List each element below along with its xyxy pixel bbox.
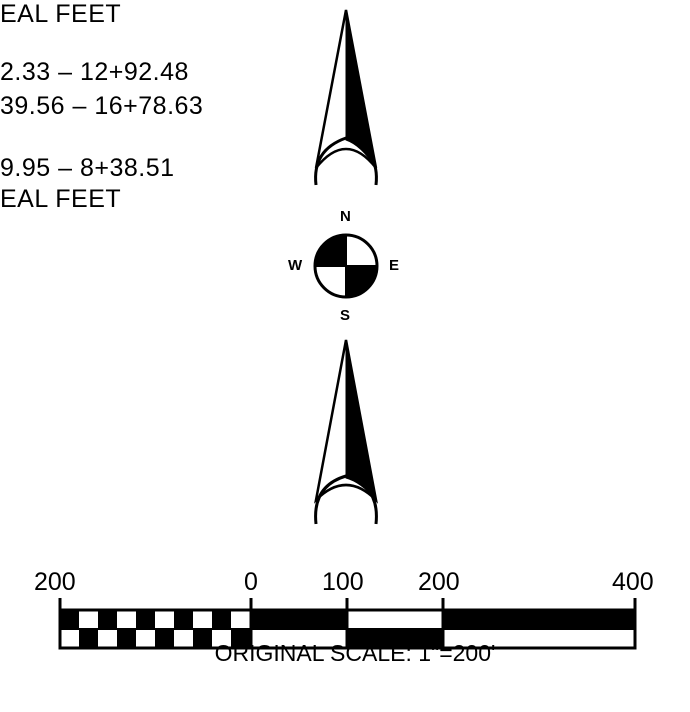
scale-label-0: 0 — [244, 568, 258, 596]
compass-label-east: E — [389, 257, 400, 274]
arrow-dark-half-lower — [345, 339, 377, 502]
note-line-2: 2.33 – 12+92.48 — [0, 58, 189, 86]
arrow-tail-curve-lower — [314, 474, 378, 525]
compass-label-south: S — [340, 307, 351, 324]
note-line-5: EAL FEET — [0, 185, 122, 213]
scale-segment-100-200-bottom — [347, 629, 443, 648]
scale-caption: ORIGINAL SCALE: 1"=200' — [214, 640, 496, 666]
scale-label-100: 100 — [322, 568, 364, 596]
north-arrow-lower — [314, 339, 378, 525]
arrow-tail-curve-upper — [314, 136, 378, 186]
north-arrow-upper — [314, 9, 378, 186]
compass-rose — [313, 233, 379, 299]
scale-label-200-left: 200 — [34, 568, 76, 596]
compass-quadrant-se — [346, 266, 377, 297]
note-line-3: 39.56 – 16+78.63 — [0, 92, 204, 120]
scale-bar — [58, 598, 637, 650]
scale-bar-subdivisions — [60, 610, 251, 648]
scale-segment-0-100-top — [251, 610, 347, 629]
note-line-1: EAL FEET — [0, 0, 122, 28]
note-line-4: 9.95 – 8+38.51 — [0, 154, 175, 182]
compass-label-north: N — [340, 208, 351, 225]
compass-label-west: W — [288, 257, 303, 274]
scale-label-200-right: 200 — [418, 568, 460, 596]
compass-quadrant-nw — [315, 235, 346, 266]
scale-segment-200-400-top — [443, 610, 635, 629]
scale-label-400: 400 — [612, 568, 654, 596]
